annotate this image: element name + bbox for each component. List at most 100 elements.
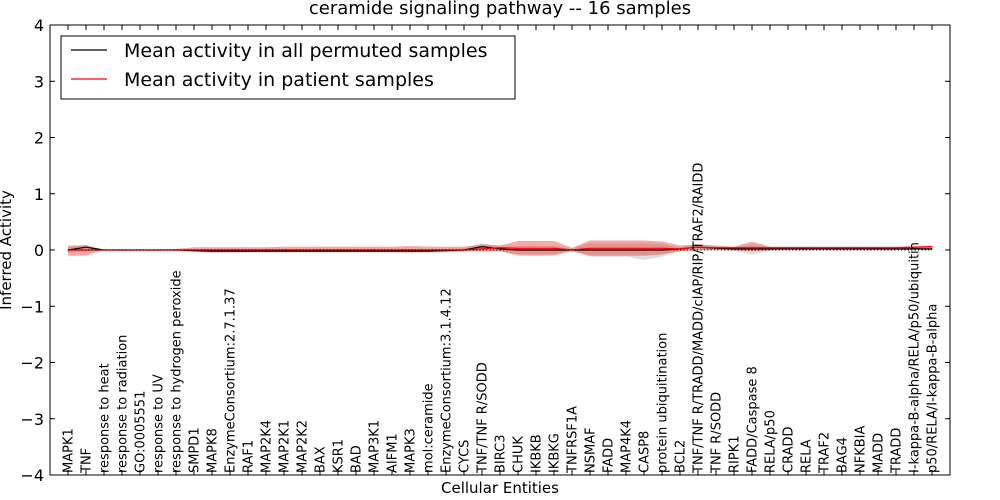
y-tick-label-7: −3: [20, 410, 44, 429]
x-tick-label-0: MAPK1: [62, 428, 77, 473]
series-0-point-41: [805, 248, 807, 250]
x-tick-label-21: EnzymeConsortium:3.1.4.12: [440, 288, 455, 473]
series-1-point-40: [787, 247, 789, 249]
x-tick-label-2: response to heat: [98, 363, 113, 473]
series-0-point-40: [787, 248, 789, 250]
series-1-point-44: [859, 247, 861, 249]
series-0-point-38: [751, 248, 753, 250]
x-tick-label-9: EnzymeConsortium:2.7.1.37: [224, 288, 239, 473]
x-tick-label-38: FADD/Caspase 8: [746, 366, 761, 473]
series-0-point-1: [85, 246, 87, 248]
x-tick-label-27: IKBKG: [548, 433, 563, 473]
x-tick-label-10: RAF1: [242, 440, 257, 473]
x-tick-label-25: CHUK: [512, 436, 527, 473]
y-tick-label-3: 1: [34, 185, 44, 204]
x-tick-label-7: SMPD1: [188, 427, 203, 473]
x-tick-label-1: TNF: [80, 448, 95, 474]
series-1-point-12: [283, 249, 285, 251]
x-tick-label-42: TRAF2: [818, 432, 833, 474]
chart-title: ceramide signaling pathway -- 16 samples: [309, 0, 691, 19]
x-tick-label-20: mol:ceramide: [422, 383, 437, 473]
series-1-point-5: [157, 249, 159, 251]
series-1-point-9: [229, 249, 231, 251]
series-0-point-15: [337, 250, 339, 252]
series-1-point-29: [589, 247, 591, 249]
x-tick-label-18: AIFM1: [386, 433, 401, 473]
x-tick-label-31: MAP4K4: [620, 420, 635, 473]
y-tick-label-4: 0: [34, 241, 44, 260]
x-tick-label-6: response to hydrogen peroxide: [170, 270, 185, 473]
series-1-point-41: [805, 247, 807, 249]
y-tick-label-6: −2: [20, 354, 44, 373]
series-0-point-13: [301, 250, 303, 252]
x-axis-label: Cellular Entities: [441, 479, 559, 497]
x-tick-label-29: NSMAF: [584, 427, 599, 473]
series-1-point-3: [121, 249, 123, 251]
series-0-point-14: [319, 250, 321, 252]
x-tick-label-39: RELA/p50: [764, 410, 779, 473]
x-tick-label-32: CASP8: [638, 431, 653, 473]
x-tick-label-33: protein ubiquitination: [656, 333, 671, 473]
series-0-point-9: [229, 250, 231, 252]
x-tick-label-30: FADD: [602, 438, 617, 473]
x-tick-label-41: RELA: [800, 439, 815, 473]
x-tick-label-28: TNFRSF1A: [566, 406, 581, 474]
series-1-point-47: [913, 246, 915, 248]
plot-frame: [49, 24, 951, 476]
x-tick-label-36: TNF R/SODD: [710, 392, 725, 474]
series-1-point-16: [355, 249, 357, 251]
x-tick-label-40: CRADD: [782, 427, 797, 474]
series-0-point-10: [247, 250, 249, 252]
series-1-point-33: [661, 247, 663, 249]
series-1-point-13: [301, 249, 303, 251]
series-1-point-38: [751, 247, 753, 249]
series-0-point-17: [373, 250, 375, 252]
series-1-point-19: [409, 249, 411, 251]
series-0-point-44: [859, 248, 861, 250]
series-1-point-48: [931, 246, 933, 248]
x-tick-label-17: MAP3K1: [368, 420, 383, 473]
series-0-point-42: [823, 248, 825, 250]
legend-box: [60, 35, 516, 100]
x-tick-label-47: I-kappa-B-alpha/RELA/p50/ubiquitin: [908, 242, 923, 473]
x-tick-label-26: IKBKB: [530, 434, 545, 473]
x-tick-label-3: response to radiation: [116, 335, 131, 473]
series-0-point-11: [265, 250, 267, 252]
series-1-point-2: [103, 249, 105, 251]
x-tick-label-16: BAD: [350, 445, 365, 473]
series-1-point-22: [463, 249, 465, 251]
legend-label-patient: Mean activity in patient samples: [124, 69, 434, 91]
series-1-point-43: [841, 247, 843, 249]
series-1-point-35: [697, 246, 699, 248]
x-tick-label-35: TNF/TNF R/TRADD/MADD/cIAP/RIP/TRAF2/RAID…: [692, 163, 707, 474]
x-tick-label-37: RIPK1: [728, 435, 743, 473]
series-0-point-19: [409, 250, 411, 252]
series-0-point-26: [535, 249, 537, 251]
x-tick-label-12: MAP2K1: [278, 420, 293, 473]
series-0-point-45: [877, 248, 879, 250]
series-1-point-46: [895, 247, 897, 249]
series-1-point-24: [499, 247, 501, 249]
series-0-point-29: [589, 249, 591, 251]
series-1-point-26: [535, 247, 537, 249]
x-tick-label-4: GO:0005551: [134, 391, 149, 473]
x-tick-label-11: MAP2K4: [260, 420, 275, 473]
y-tick-label-5: −1: [20, 297, 44, 316]
series-0-point-39: [769, 248, 771, 250]
series-1-point-31: [625, 247, 627, 249]
x-tick-label-14: BAX: [314, 446, 329, 473]
series-1-point-37: [733, 247, 735, 249]
series-0-point-47: [913, 248, 915, 250]
series-0-point-23: [481, 246, 483, 248]
legend-label-permuted: Mean activity in all permuted samples: [124, 40, 487, 62]
y-tick-label-8: −4: [20, 466, 44, 485]
series-1-point-45: [877, 247, 879, 249]
series-0-point-46: [895, 248, 897, 250]
x-tick-label-24: BIRC3: [494, 435, 509, 474]
series-1-point-30: [607, 247, 609, 249]
series-0-point-33: [661, 249, 663, 251]
series-1-point-6: [175, 249, 177, 251]
series-0-point-8: [211, 250, 213, 252]
x-tick-labels: MAPK1 TNF response to heat response to radi…: [62, 25, 941, 475]
